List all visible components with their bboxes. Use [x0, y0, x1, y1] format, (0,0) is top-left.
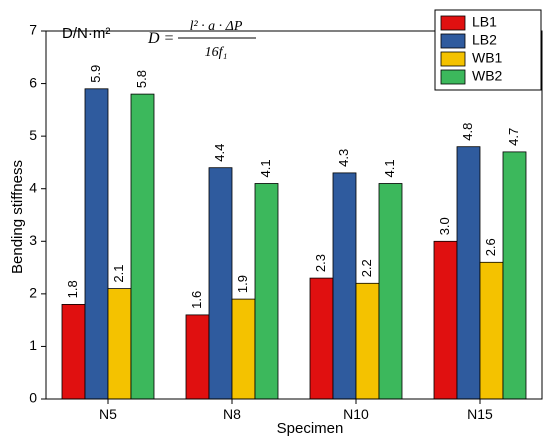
data-label-lb2-n5: 5.9 — [88, 65, 103, 83]
legend-label-lb1: LB1 — [472, 14, 497, 30]
data-label-lb2-n10: 4.3 — [336, 149, 351, 167]
plot-frame — [45, 30, 543, 400]
data-label-wb2-n8: 4.1 — [258, 159, 273, 177]
legend: LB1 LB2 WB1 WB2 — [434, 9, 542, 91]
bar-wb2-n5 — [130, 93, 155, 400]
data-label-lb2-n15: 4.8 — [460, 123, 475, 141]
data-label-wb2-n15: 4.7 — [506, 128, 521, 146]
data-label-lb1-n5: 1.8 — [65, 280, 80, 298]
bar-lb1-n15 — [433, 240, 458, 400]
data-label-lb1-n8: 1.6 — [189, 291, 204, 309]
bar-lb1-n5 — [61, 303, 86, 400]
y-axis-label: Bending stiffness — [9, 160, 26, 274]
formula-denominator: 16f₁ — [205, 45, 228, 60]
bar-wb1-n15 — [479, 261, 504, 400]
data-label-wb2-n10: 4.1 — [382, 159, 397, 177]
x-tick-label-n5: N5 — [99, 406, 117, 422]
y-tick-label-0: 0 — [29, 390, 37, 406]
data-label-lb2-n8: 4.4 — [212, 144, 227, 162]
y-tick-label-7: 7 — [29, 22, 37, 38]
x-tick-label-n8: N8 — [223, 406, 241, 422]
data-label-lb1-n10: 2.3 — [313, 254, 328, 272]
y-tick-label-4: 4 — [29, 179, 37, 195]
data-label-wb1-n5: 2.1 — [111, 265, 126, 283]
x-axis-label: Specimen — [277, 420, 344, 437]
bar-wb1-n5 — [107, 288, 132, 400]
bar-wb2-n15 — [502, 151, 527, 400]
data-label-wb1-n8: 1.9 — [235, 275, 250, 293]
legend-swatch-wb1 — [440, 51, 466, 67]
legend-label-wb1: WB1 — [472, 50, 503, 66]
x-tick-label-n15: N15 — [467, 406, 493, 422]
formula: D = l² · a · ΔP 16f₁ — [147, 19, 256, 60]
bars-group — [61, 88, 527, 400]
y-tick-label-3: 3 — [29, 232, 37, 248]
bar-wb1-n8 — [231, 298, 256, 400]
bar-wb1-n10 — [355, 282, 380, 400]
data-label-wb1-n10: 2.2 — [359, 259, 374, 277]
bar-lb2-n8 — [208, 167, 233, 400]
legend-swatch-lb1 — [440, 15, 466, 31]
y-tick-label-6: 6 — [29, 74, 37, 90]
bar-labels-group: 1.8 5.9 2.1 5.8 1.6 4.4 1.9 4.1 2.3 4.3 2.2 4.1 3.0 4… — [65, 65, 521, 309]
bar-lb2-n15 — [456, 146, 481, 400]
y-tick-label-1: 1 — [29, 337, 37, 353]
unit-label: D/N·m² — [62, 25, 110, 42]
legend-swatch-wb2 — [440, 69, 466, 85]
data-label-wb1-n15: 2.6 — [483, 238, 498, 256]
bar-lb2-n10 — [332, 172, 357, 400]
legend-label-wb2: WB2 — [472, 68, 503, 84]
bar-lb1-n8 — [185, 314, 210, 400]
bar-lb1-n10 — [309, 277, 334, 400]
ticks-group: N5 N8 N10 N15 0 1 2 3 4 5 6 7 — [29, 22, 493, 422]
x-tick-label-n10: N10 — [343, 406, 369, 422]
y-tick-label-2: 2 — [29, 285, 37, 301]
data-label-wb2-n5: 5.8 — [134, 70, 149, 88]
axes-group — [45, 30, 543, 400]
y-tick-label-5: 5 — [29, 127, 37, 143]
legend-label-lb2: LB2 — [472, 32, 497, 48]
bar-lb2-n5 — [84, 88, 109, 400]
formula-numerator: l² · a · ΔP — [190, 19, 243, 34]
data-label-lb1-n15: 3.0 — [437, 217, 452, 235]
legend-swatch-lb2 — [440, 33, 466, 49]
formula-lhs: D = — [147, 30, 174, 47]
bar-wb2-n8 — [254, 183, 279, 400]
bar-wb2-n10 — [378, 183, 403, 400]
